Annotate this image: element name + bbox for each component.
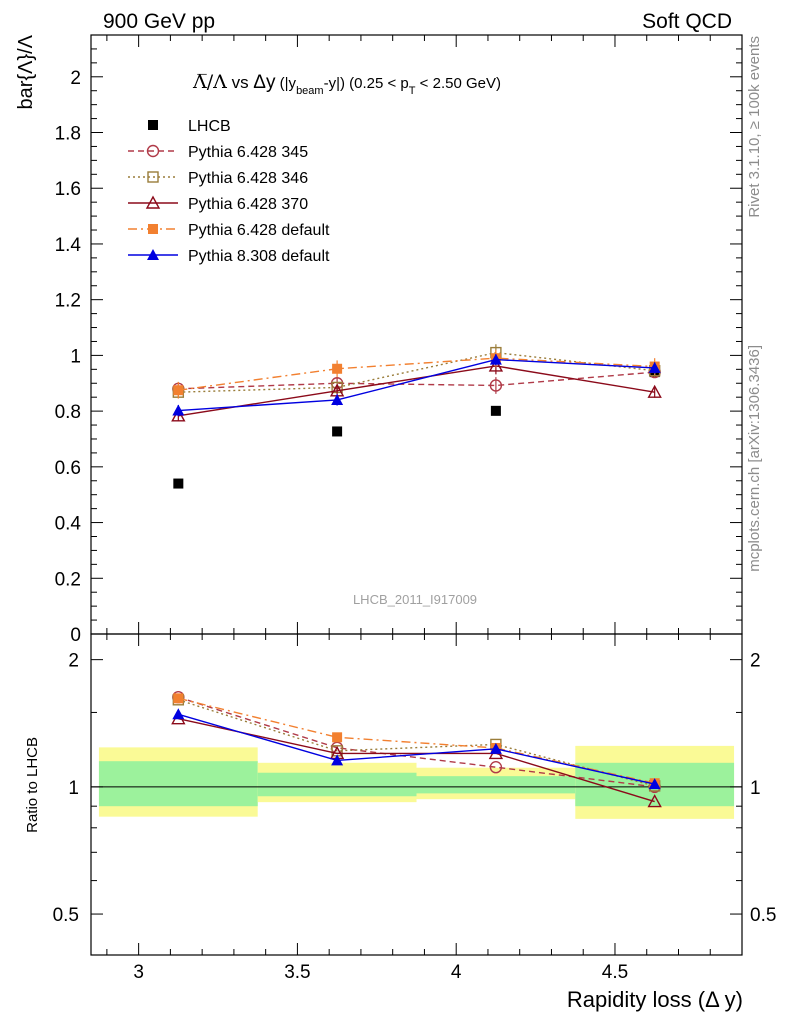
main-data-point	[489, 353, 502, 365]
main-data-point	[173, 478, 184, 489]
ratio-y-tick-label-right: 1	[750, 778, 761, 799]
main-data-point	[488, 358, 504, 372]
legend-label: Pythia 6.428 default	[188, 222, 330, 239]
ratio-y-tick-label-right: 2	[750, 651, 761, 672]
main-y-tick-label: 1.2	[55, 291, 81, 312]
legend-marker	[146, 144, 160, 158]
ratio-bands	[91, 745, 742, 819]
main-series-group	[171, 344, 662, 489]
main-y-tick-label: 1.4	[55, 235, 82, 256]
chart-title: Λ̅/Λ vs Δy (|ybeam-y|) (0.25 < pT < 2.50…	[192, 71, 501, 97]
mcplots-label: mcplots.cern.ch [arXiv:1306.3436]	[746, 345, 763, 572]
ratio-data-point	[648, 778, 661, 790]
header-right: Soft QCD	[642, 10, 732, 33]
ratio-band-inner	[416, 776, 576, 794]
x-axis-label: Rapidity loss (Δ y)	[567, 987, 743, 1012]
legend-label: Pythia 8.308 default	[188, 248, 330, 265]
ratio-band-inner	[98, 761, 258, 807]
ratio-plot-frame	[90, 633, 743, 956]
ratio-data-point	[332, 732, 343, 743]
ratio-series-group	[171, 690, 662, 808]
legend-entry: Pythia 6.428 345	[128, 144, 308, 161]
ratio-series-line	[178, 696, 655, 788]
x-tick-label: 3.5	[284, 962, 310, 983]
main-y-tick-label: 0	[70, 625, 81, 646]
main-series-2	[172, 344, 661, 398]
main-data-point	[647, 384, 662, 398]
main-y-tick-label: 2	[70, 68, 81, 89]
legend-entry: LHCB	[148, 118, 231, 135]
ratio-data-point	[173, 693, 184, 704]
x-tick-label: 3	[133, 962, 144, 983]
legend-marker	[148, 120, 158, 130]
ratio-series-line	[178, 697, 655, 784]
main-series-5	[172, 353, 661, 417]
main-series-line	[178, 351, 655, 393]
ratio-data-point	[647, 794, 662, 808]
legend-label: Pythia 6.428 345	[188, 144, 308, 161]
ratio-series-line	[178, 713, 655, 785]
ratio-data-point	[172, 708, 185, 720]
ratio-series-line	[178, 699, 655, 787]
main-y-tick-label: 1.8	[55, 124, 81, 145]
legend-label: Pythia 6.428 346	[188, 170, 308, 187]
main-data-point	[490, 405, 501, 416]
main-series-3	[171, 357, 662, 422]
legend-marker	[147, 171, 159, 183]
legend-label: Pythia 6.428 370	[188, 196, 308, 213]
ratio-y-tick-label-left: 0.5	[53, 905, 79, 926]
main-y-tick-label: 1	[70, 346, 81, 367]
main-y-tick-label: 0.8	[55, 402, 81, 423]
main-ylabel: bar{Λ}/Λ	[15, 34, 37, 109]
main-data-point	[173, 385, 184, 396]
legend-marker	[147, 249, 159, 260]
main-series-line	[178, 357, 655, 391]
header-left: 900 GeV pp	[103, 10, 215, 33]
legend-label: LHCB	[188, 118, 231, 135]
legend-entry: Pythia 6.428 370	[128, 195, 308, 213]
ratio-data-point	[331, 754, 344, 766]
axes-group: 0 0.2 0.4 0.6 0.8 1 1.2 1.4 1.6 1.8 2 3 3.5 4 4.5 0.5 0.…	[53, 34, 776, 983]
legend-marker	[145, 195, 161, 209]
ratio-series-line	[178, 717, 655, 803]
ratio-data-point	[489, 761, 503, 774]
main-series-line	[178, 365, 655, 417]
legend: LHCB Pythia 6.428 345 Pythia 6.428 346 Pyth…	[128, 118, 330, 265]
main-y-tick-label: 0.2	[55, 569, 81, 590]
ratio-series-4	[172, 708, 661, 790]
legend-entry: Pythia 6.428 346	[128, 170, 308, 187]
ratio-data-point	[489, 742, 502, 754]
main-data-point	[172, 404, 185, 416]
legend-marker	[148, 224, 158, 234]
main-data-point	[332, 426, 343, 437]
main-series-0	[173, 367, 660, 489]
main-y-tick-label: 0.4	[55, 514, 82, 535]
legend-entry: Pythia 8.308 default	[128, 248, 330, 265]
x-tick-label: 4	[451, 962, 462, 983]
x-tick-label: 4.5	[602, 962, 628, 983]
main-series-4	[173, 349, 660, 399]
ratio-y-tick-label-right: 0.5	[750, 905, 776, 926]
main-data-point	[648, 361, 661, 373]
main-y-tick-label: 1.6	[55, 179, 81, 200]
main-data-point	[332, 363, 343, 374]
main-data-point	[489, 379, 503, 392]
ratio-band-inner	[257, 772, 417, 797]
rivet-label: Rivet 3.1.10, ≥ 100k events	[746, 36, 763, 218]
ratio-ylabel: Ratio to LHCB	[24, 737, 41, 833]
main-series-line	[178, 358, 655, 412]
main-data-point	[331, 393, 344, 405]
main-y-tick-label: 0.6	[55, 458, 81, 479]
ratio-y-tick-label-left: 1	[68, 778, 79, 799]
analysis-watermark: LHCB_2011_I917009	[353, 592, 477, 607]
ratio-y-tick-label-left: 2	[68, 651, 79, 672]
legend-entry: Pythia 6.428 default	[128, 222, 330, 239]
